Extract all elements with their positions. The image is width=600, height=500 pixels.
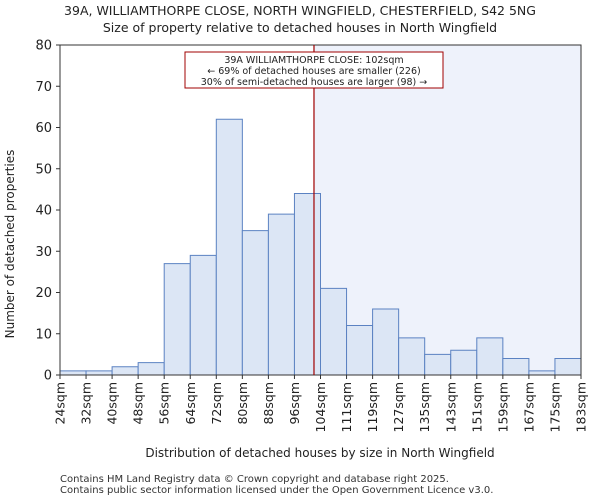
y-tick-label: 50 [35, 162, 52, 177]
x-tick-label: 32sqm [79, 382, 94, 425]
annotation-line-2: ← 69% of detached houses are smaller (22… [207, 66, 420, 77]
x-tick-label: 135sqm [417, 382, 432, 432]
footer: Contains HM Land Registry data © Crown c… [60, 474, 493, 496]
bar-40sqm [111, 366, 139, 376]
chart-title-block: 39A, WILLIAMTHORPE CLOSE, NORTH WINGFIEL… [0, 2, 600, 36]
bar-111sqm [346, 325, 374, 376]
x-axis-label: Distribution of detached houses by size … [145, 446, 494, 460]
bar-119sqm [372, 308, 400, 376]
annotation-box [184, 51, 444, 89]
chart-subtitle: Size of property relative to detached ho… [102, 20, 498, 35]
x-tick-label: 88sqm [261, 382, 276, 425]
x-tick-label: 143sqm [443, 382, 458, 432]
x-tick-label: 104sqm [313, 382, 328, 432]
x-tick-label: 159sqm [495, 382, 510, 432]
x-tick-label: 96sqm [287, 382, 302, 425]
y-tick-label: 0 [44, 369, 52, 384]
y-tick-label: 10 [35, 327, 52, 342]
x-tick-label: 80sqm [235, 382, 250, 425]
bar-135sqm [424, 353, 452, 376]
shaded-region [313, 45, 581, 375]
bar-159sqm [502, 358, 530, 376]
y-tick-label: 40 [35, 204, 52, 219]
bar-56sqm [163, 263, 191, 376]
annotation-line-1: 39A WILLIAMTHORPE CLOSE: 102sqm [224, 55, 403, 66]
footer-line-2: Contains public sector information licen… [60, 485, 494, 496]
chart-title: 39A, WILLIAMTHORPE CLOSE, NORTH WINGFIEL… [64, 3, 536, 18]
x-tick-label: 56sqm [157, 382, 172, 425]
x-tick-label: 40sqm [105, 382, 120, 425]
y-tick-label: 60 [35, 121, 52, 136]
x-tick-label: 64sqm [183, 382, 198, 425]
x-tick-label: 24sqm [53, 382, 68, 425]
x-tick-label: 111sqm [339, 382, 354, 432]
y-tick-label: 20 [35, 286, 52, 301]
bar-143sqm [450, 349, 478, 376]
bar-167sqm [528, 370, 556, 376]
y-axis-label: Number of detached properties [3, 150, 17, 339]
bar-48sqm [137, 362, 165, 376]
bar-24sqm [59, 370, 87, 376]
annotation-line-3: 30% of semi-detached houses are larger (… [201, 77, 428, 88]
y-tick-label: 70 [35, 80, 52, 95]
x-tick-label: 183sqm [574, 382, 589, 432]
y-tick-label: 30 [35, 245, 52, 260]
bar-88sqm [267, 213, 295, 376]
bar-151sqm [476, 337, 504, 376]
bar-72sqm [215, 118, 243, 376]
bar-96sqm [293, 193, 322, 376]
x-tick-label: 167sqm [521, 382, 536, 432]
bar-175sqm [554, 358, 582, 376]
x-tick-label: 119sqm [365, 382, 380, 432]
footer-line-1: Contains HM Land Registry data © Crown c… [60, 474, 449, 485]
y-tick-label: 80 [35, 39, 52, 54]
bar-104sqm [320, 287, 348, 376]
bar-64sqm [189, 254, 217, 376]
bar-32sqm [85, 370, 113, 376]
x-tick-label: 72sqm [209, 382, 224, 425]
x-tick-label: 48sqm [131, 382, 146, 425]
x-tick-label: 151sqm [469, 382, 484, 432]
bar-80sqm [241, 230, 269, 376]
bar-127sqm [398, 337, 426, 376]
x-tick-label: 175sqm [547, 382, 562, 432]
x-tick-label: 127sqm [391, 382, 406, 432]
